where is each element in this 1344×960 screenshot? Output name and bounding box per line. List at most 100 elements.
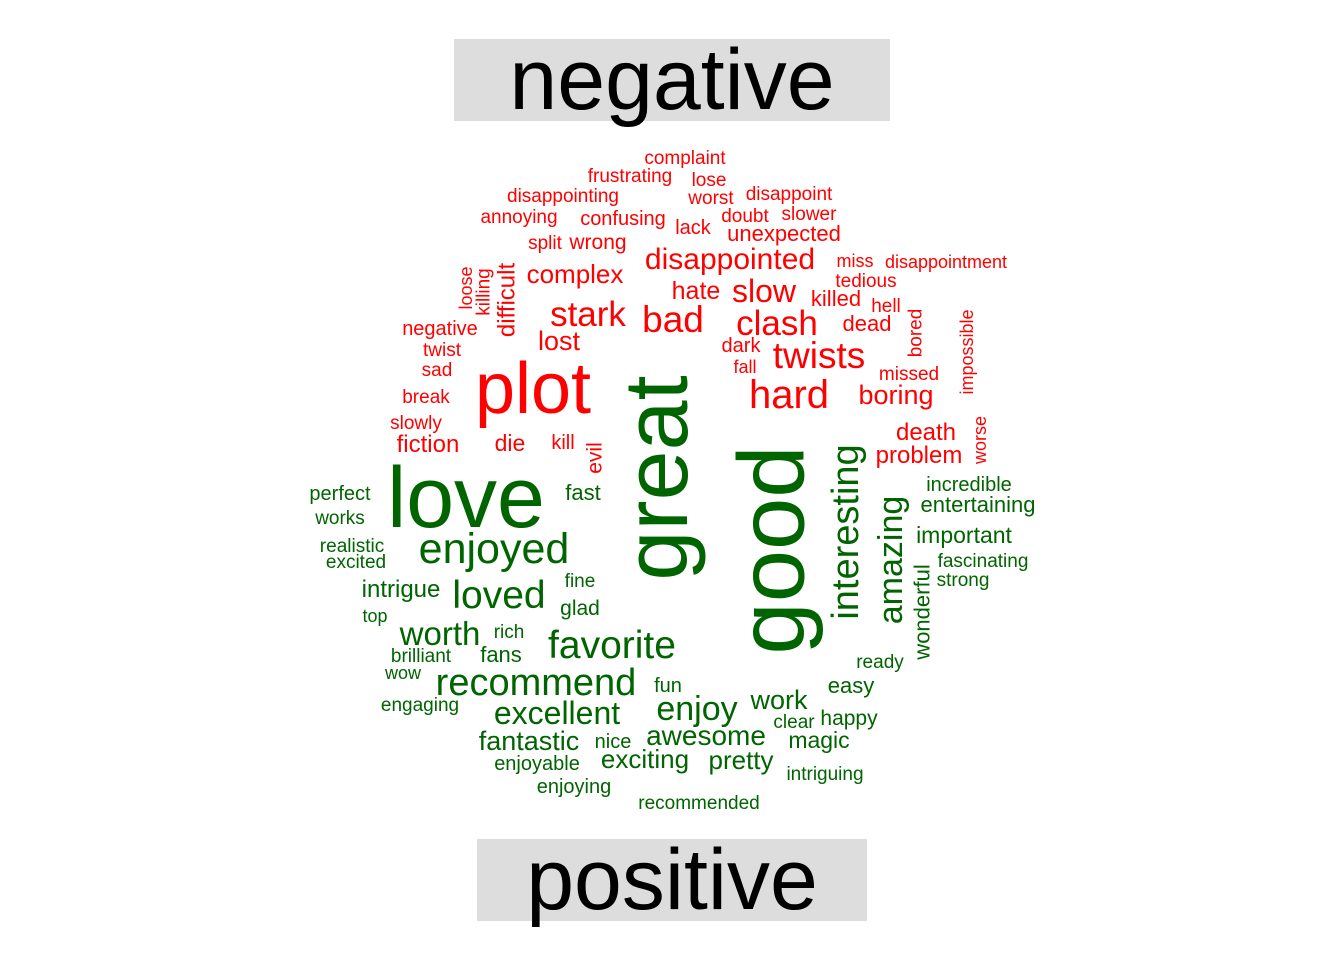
word-bad: bad: [642, 299, 704, 340]
word-killed: killed: [811, 286, 861, 311]
word-magic: magic: [788, 727, 849, 753]
word-twists: twists: [773, 335, 866, 376]
word-good: good: [719, 445, 824, 654]
positive-label-text: positive: [526, 832, 818, 928]
word-great: great: [607, 375, 707, 580]
word-fantastic: fantastic: [479, 726, 580, 756]
word-evil: evil: [584, 442, 607, 474]
word-happy: happy: [820, 707, 878, 730]
word-awesome: awesome: [646, 720, 766, 751]
word-split: split: [528, 233, 563, 254]
word-realistic: realistic: [320, 536, 384, 557]
word-unexpected: unexpected: [727, 221, 841, 246]
word-works: works: [314, 508, 365, 529]
word-boring: boring: [858, 380, 933, 410]
word-hard: hard: [749, 373, 829, 417]
word-complex: complex: [527, 259, 624, 289]
word-engaging: engaging: [381, 695, 459, 716]
word-love: love: [387, 450, 545, 546]
positive-label: positive: [477, 832, 867, 928]
word-negative: negative: [402, 318, 478, 340]
word-excellent: excellent: [494, 695, 620, 731]
word-death: death: [896, 419, 956, 446]
word-doubt: doubt: [721, 206, 769, 227]
word-enjoyed: enjoyed: [419, 525, 570, 573]
word-plot: plot: [475, 349, 591, 429]
word-entertaining: entertaining: [921, 492, 1036, 517]
word-work: work: [749, 685, 808, 715]
word-slow: slow: [732, 273, 797, 309]
word-worth: worth: [399, 615, 481, 652]
word-enjoy: enjoy: [656, 690, 737, 728]
word-annoying: annoying: [480, 207, 557, 228]
word-strong: strong: [937, 570, 990, 591]
word-missed: missed: [879, 364, 939, 385]
word-top: top: [362, 606, 387, 626]
word-impossible: impossible: [957, 309, 977, 394]
word-problem: problem: [876, 442, 963, 469]
word-wonderful: wonderful: [910, 564, 935, 660]
word-die: die: [495, 430, 526, 456]
word-disappointed: disappointed: [645, 243, 815, 276]
word-slowly: slowly: [390, 413, 442, 434]
word-loved: loved: [452, 574, 545, 617]
word-fall: fall: [733, 357, 756, 377]
word-intrigue: intrigue: [362, 576, 441, 603]
word-pretty: pretty: [708, 745, 773, 775]
word-kill: kill: [551, 432, 574, 454]
word-glad: glad: [560, 597, 600, 620]
word-lose: lose: [692, 170, 727, 191]
word-lost: lost: [538, 326, 581, 356]
word-worst: worst: [687, 188, 734, 209]
word-intriguing: intriguing: [786, 764, 863, 785]
word-fast: fast: [565, 480, 600, 505]
word-fascinating: fascinating: [938, 551, 1029, 572]
word-disappointment: disappointment: [885, 252, 1007, 272]
word-complaint: complaint: [644, 148, 726, 169]
word-hell: hell: [871, 296, 901, 317]
word-sad: sad: [422, 360, 453, 381]
word-incredible: incredible: [926, 474, 1012, 496]
negative-label: negative: [454, 32, 890, 128]
word-fans: fans: [480, 642, 522, 667]
word-interesting: interesting: [825, 444, 867, 619]
word-disappointing: disappointing: [507, 186, 619, 207]
word-perfect: perfect: [309, 483, 371, 505]
word-recommend: recommend: [436, 662, 637, 704]
word-favorite: favorite: [548, 624, 676, 667]
word-stark: stark: [550, 295, 626, 334]
word-worse: worse: [970, 416, 990, 465]
word-confusing: confusing: [580, 208, 666, 230]
word-lack: lack: [675, 217, 712, 239]
word-disappoint: disappoint: [746, 184, 833, 205]
word-fun: fun: [654, 675, 682, 697]
word-wow: wow: [384, 663, 422, 683]
word-frustrating: frustrating: [588, 166, 672, 187]
word-fine: fine: [565, 571, 596, 592]
word-dead: dead: [843, 311, 892, 336]
word-dark: dark: [722, 335, 762, 357]
word-nice: nice: [595, 731, 632, 753]
word-important: important: [916, 522, 1012, 548]
word-difficult: difficult: [494, 263, 521, 338]
word-enjoying: enjoying: [537, 776, 612, 798]
word-enjoyable: enjoyable: [494, 753, 580, 775]
word-miss: miss: [837, 251, 874, 271]
word-easy: easy: [828, 673, 874, 698]
negative-label-text: negative: [509, 32, 835, 128]
word-clear: clear: [773, 712, 815, 733]
word-killing: killing: [474, 268, 495, 316]
word-amazing: amazing: [872, 496, 910, 625]
word-fiction: fiction: [397, 431, 460, 458]
word-slower: slower: [782, 204, 838, 225]
word-bored: bored: [906, 309, 927, 358]
word-ready: ready: [856, 652, 904, 673]
word-twist: twist: [423, 340, 462, 361]
word-hate: hate: [672, 277, 721, 305]
word-clash: clash: [736, 304, 818, 343]
word-break: break: [402, 387, 450, 408]
word-tedious: tedious: [835, 271, 896, 292]
word-brilliant: brilliant: [391, 646, 452, 667]
word-loose: loose: [456, 266, 476, 309]
